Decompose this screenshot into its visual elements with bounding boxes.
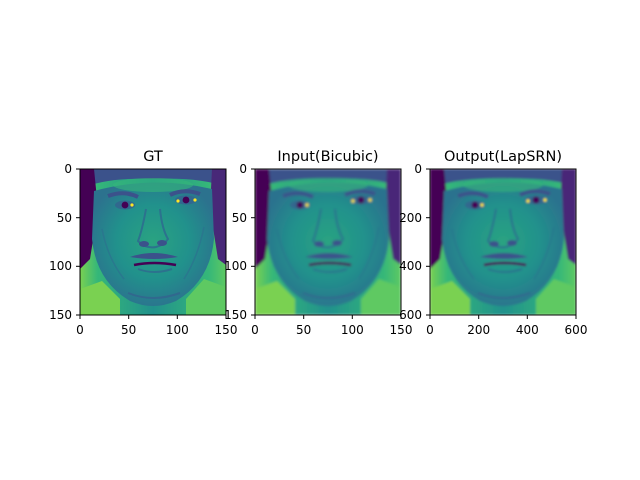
- xtick-label: 200: [467, 323, 490, 337]
- axes-frame-output: [429, 168, 577, 316]
- ytick-label: 100: [224, 259, 247, 273]
- panel-input-bicubic: Input(Bicubic) 0 50 100 150 0 50 100 150: [224, 149, 412, 337]
- ytick-label: 50: [57, 211, 72, 225]
- xtick-label: 150: [215, 323, 238, 337]
- panel-title-output: Output(LapSRN): [444, 149, 562, 165]
- xtick-label: 0: [426, 323, 434, 337]
- axes-frame-input: [254, 168, 402, 316]
- image-input-face: [255, 169, 401, 315]
- ytick-label: 150: [49, 308, 72, 322]
- panel-title-input: Input(Bicubic): [277, 149, 378, 165]
- ytick-label: 600: [399, 308, 422, 322]
- ytick-label: 0: [414, 162, 422, 176]
- xtick-label: 100: [166, 323, 189, 337]
- ytick-label: 400: [399, 259, 422, 273]
- ytick-label: 150: [224, 308, 247, 322]
- xtick-label: 150: [390, 323, 413, 337]
- panel-title-gt: GT: [143, 149, 163, 165]
- ytick-label: 50: [232, 211, 247, 225]
- xtick-label: 50: [296, 323, 311, 337]
- image-output-face: [430, 169, 576, 315]
- xtick-label: 50: [121, 323, 136, 337]
- xtick-label: 400: [516, 323, 539, 337]
- panel-gt: GT 0 50 100 150 0 50 100 150: [49, 149, 237, 337]
- xtick-label: 600: [565, 323, 588, 337]
- xtick-label: 0: [251, 323, 259, 337]
- ytick-label: 100: [49, 259, 72, 273]
- ytick-label: 0: [64, 162, 72, 176]
- image-gt-face: [80, 169, 226, 315]
- ytick-label: 0: [239, 162, 247, 176]
- ytick-label: 200: [399, 211, 422, 225]
- xtick-label: 0: [76, 323, 84, 337]
- axes-frame-gt: [79, 168, 227, 316]
- xtick-label: 100: [341, 323, 364, 337]
- panel-output-lapsrn: Output(LapSRN) 0 200 400 600 0 200 400 6…: [399, 149, 587, 337]
